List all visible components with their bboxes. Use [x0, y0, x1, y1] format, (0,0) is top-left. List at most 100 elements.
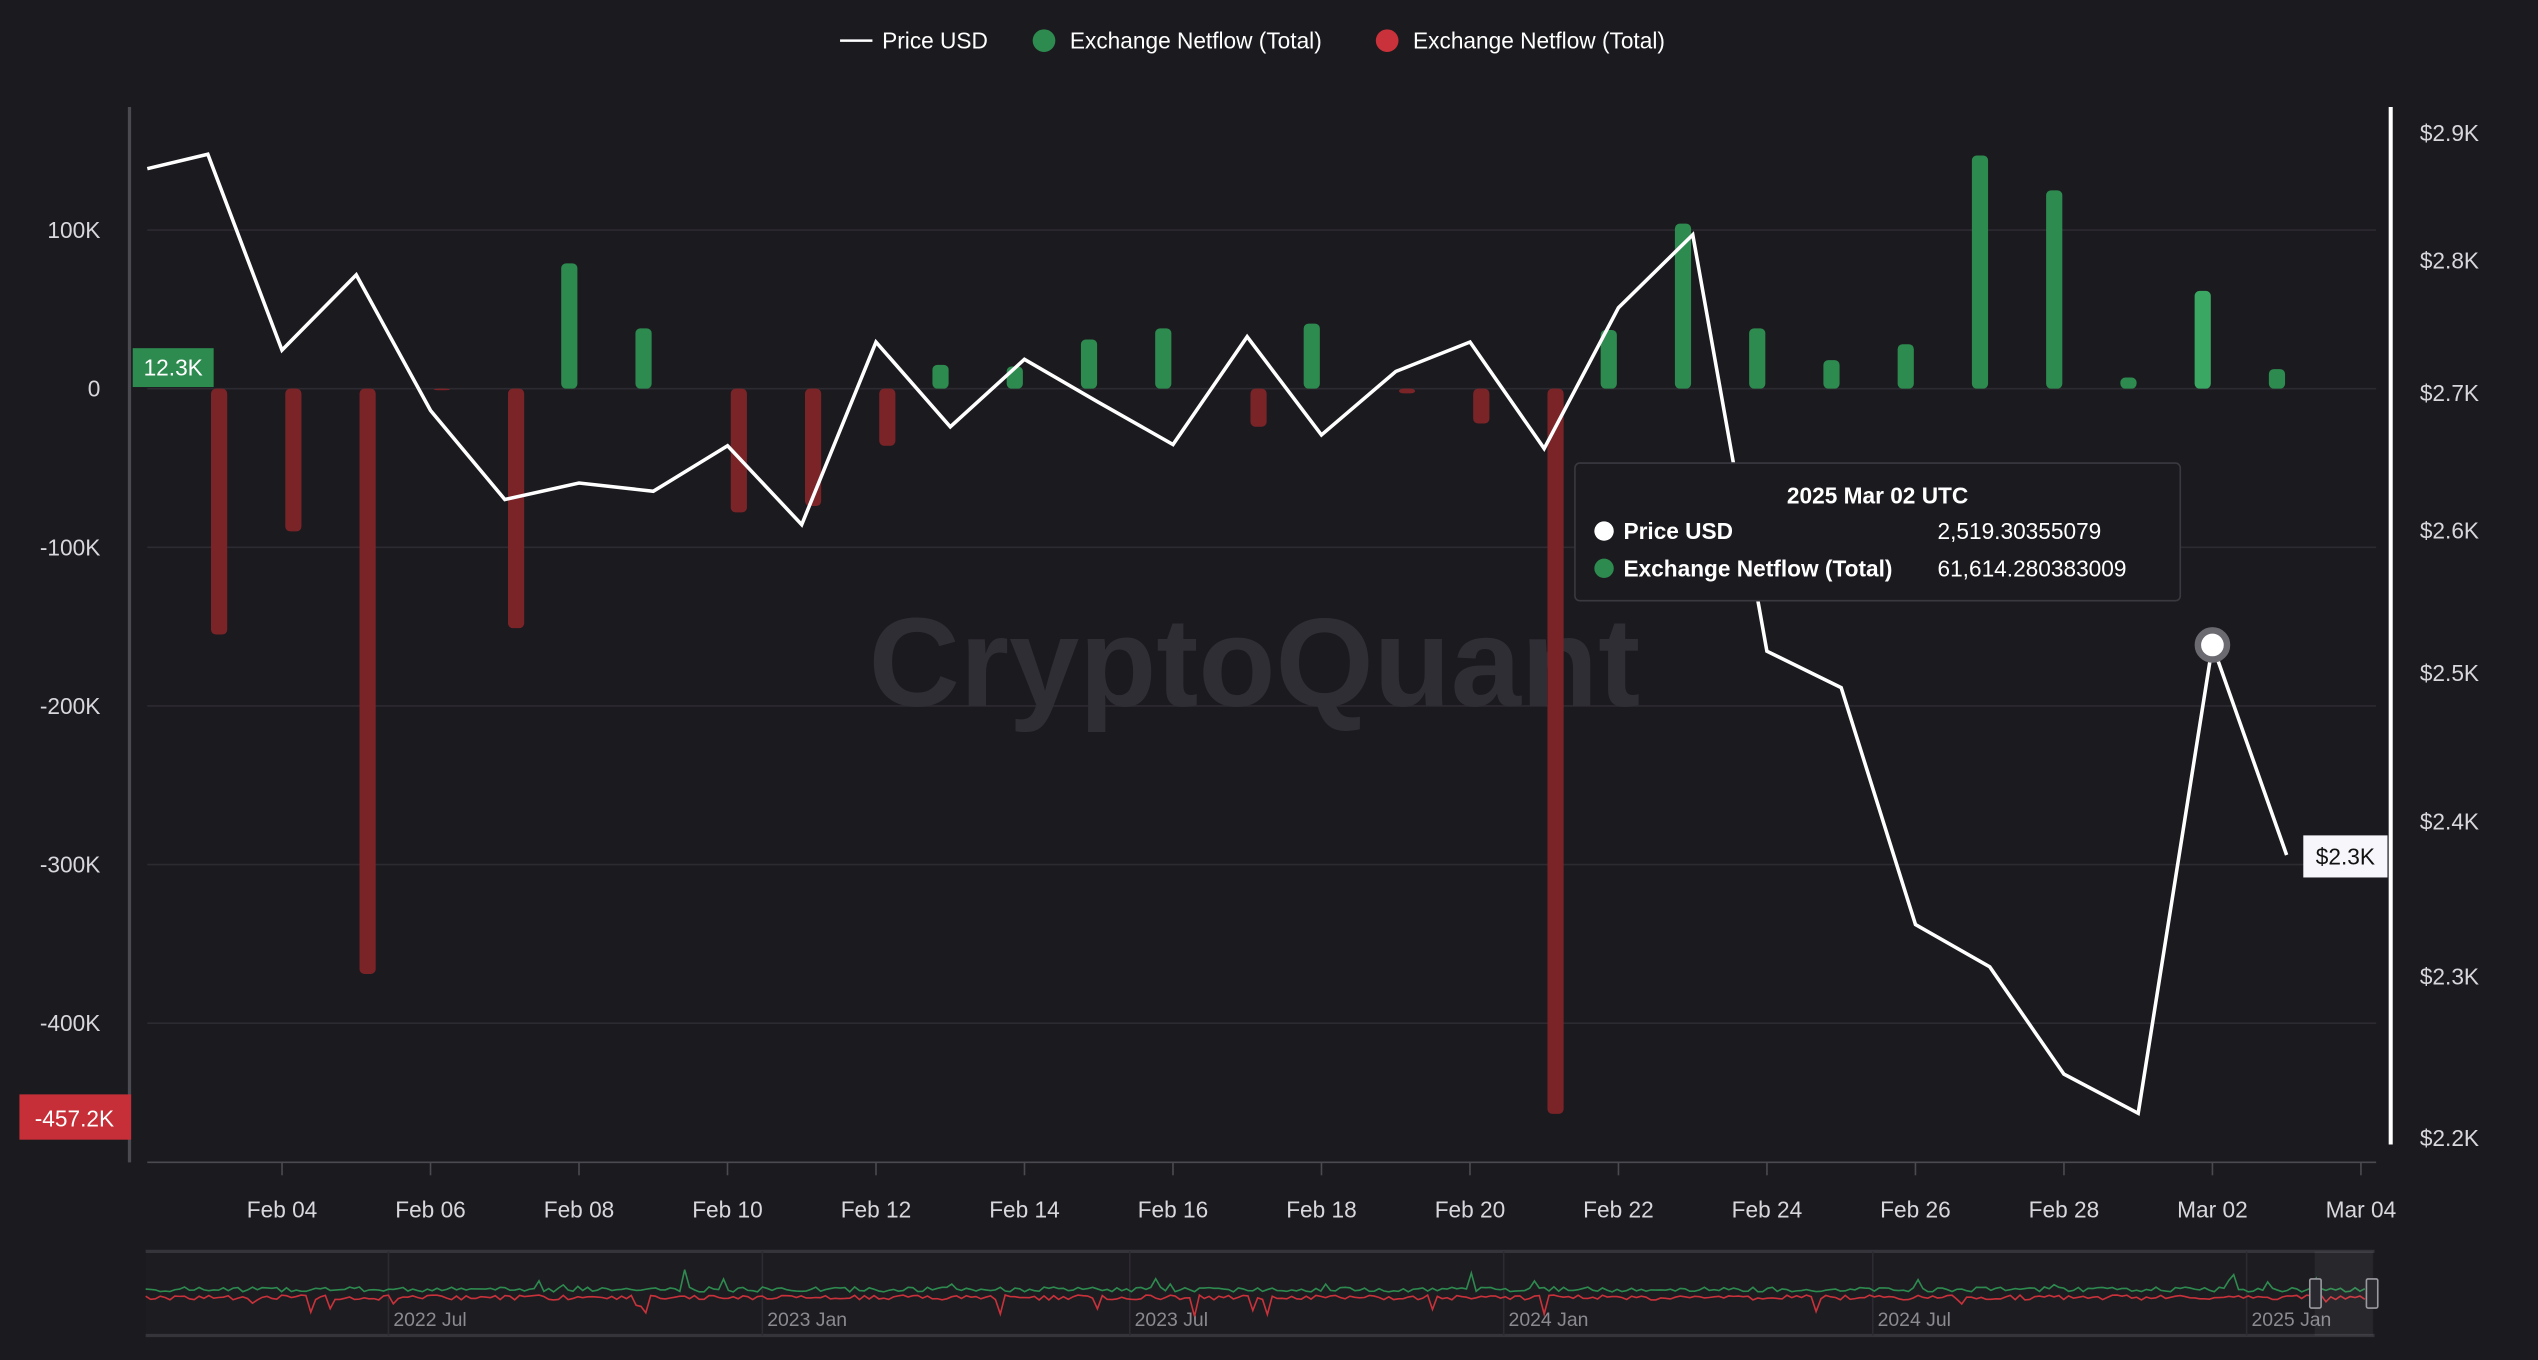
x-tick-label: Feb 04: [247, 1196, 318, 1222]
legend-dot-icon: [1032, 29, 1056, 52]
netflow-bar-positive: [1080, 339, 1098, 389]
netflow-bar-positive: [1971, 155, 1989, 389]
navigator-label: 2024 Jan: [1509, 1309, 1589, 1331]
legend-label: Price USD: [882, 28, 988, 54]
legend-item-price[interactable]: Price USD: [840, 28, 988, 54]
navigator-label: 2023 Jan: [767, 1309, 847, 1331]
tooltip-netflow-dot-icon: [1594, 558, 1614, 579]
legend-item-netflow-positive[interactable]: Exchange Netflow (Total): [1032, 28, 1322, 54]
tooltip-netflow-label: Exchange Netflow (Total): [1623, 555, 1892, 581]
netflow-bar-positive: [1823, 360, 1840, 389]
tooltip-netflow-value: 61,614.280383009: [1937, 555, 2126, 581]
netflow-bar-negative: [730, 388, 747, 513]
netflow-bar-negative: [211, 388, 228, 635]
badge-text: 12.3K: [144, 355, 203, 381]
left-last-value-badge: 12.3K: [132, 348, 214, 388]
right-tick-label: $2.7K: [2420, 380, 2479, 406]
navigator[interactable]: 2022 Jul 2023 Jan 2023 Jul 2024 Jan 2024 Jul…: [145, 1249, 2379, 1338]
legend-dot-icon: [1375, 29, 1399, 52]
netflow-bar-negative: [508, 388, 525, 629]
x-axis-ticks: Feb 04 Feb 06 Feb 08 Feb 10 Feb 12 Feb 14 Feb …: [247, 1162, 2396, 1222]
right-tick-label: $2.5K: [2420, 660, 2479, 686]
navigator-label: 2023 Jul: [1135, 1309, 1208, 1331]
right-tick-label: $2.9K: [2420, 120, 2479, 146]
right-tick-label: $2.4K: [2420, 809, 2479, 835]
legend-label: Exchange Netflow (Total): [1413, 28, 1665, 54]
x-tick-label: Feb 06: [395, 1196, 466, 1222]
left-tick-label: -200K: [40, 693, 100, 719]
left-tick-label: -100K: [40, 534, 100, 560]
x-tick-label: Feb 18: [1286, 1196, 1357, 1222]
badge-text: -457.2K: [35, 1106, 114, 1132]
netflow-bar-negative: [1547, 388, 1564, 1114]
netflow-bar-positive: [2268, 369, 2286, 389]
left-axis-ticks: 100K 0 -100K -200K -300K -400K: [40, 217, 100, 1036]
hover-point: [2194, 627, 2231, 663]
netflow-bar-negative: [359, 388, 376, 974]
x-tick-label: Feb 10: [692, 1196, 763, 1222]
navigator-left-handle[interactable]: [2308, 1278, 2322, 1309]
x-tick-label: Feb 14: [989, 1196, 1060, 1222]
price-line: [146, 152, 2289, 1117]
right-axis-ticks: $2.9K $2.8K $2.7K $2.6K $2.5K $2.4K $2.3K $2.2K: [2420, 120, 2479, 1151]
tooltip: 2025 Mar 02 UTC Price USD 2,519.30355079…: [1574, 462, 2182, 602]
navigator-label: 2025 Jan: [2252, 1309, 2332, 1331]
left-tick-label: 100K: [47, 217, 100, 243]
navigator-selection[interactable]: [2314, 1251, 2373, 1336]
netflow-bar-negative: [433, 388, 450, 391]
tooltip-title: 2025 Mar 02 UTC: [1787, 483, 1968, 509]
netflow-bar-positive: [932, 364, 949, 389]
netflow-bar-positive: [1897, 344, 1914, 389]
x-tick-label: Feb 22: [1583, 1196, 1654, 1222]
navigator-right-handle[interactable]: [2365, 1278, 2379, 1309]
right-tick-label: $2.8K: [2420, 248, 2479, 274]
tooltip-price-dot-icon: [1594, 521, 1614, 541]
x-tick-label: Feb 16: [1138, 1196, 1209, 1222]
x-tick-label: Feb 12: [841, 1196, 912, 1222]
x-tick-label: Feb 20: [1435, 1196, 1506, 1222]
navigator-label: 2024 Jul: [1878, 1309, 1951, 1331]
right-tick-label: $2.3K: [2420, 963, 2479, 989]
navigator-positive-line: [145, 1269, 2366, 1293]
tooltip-price-label: Price USD: [1623, 518, 1733, 544]
tooltip-price-value: 2,519.30355079: [1937, 518, 2101, 544]
right-last-value-badge: $2.3K: [2303, 835, 2388, 878]
netflow-bar-negative: [1473, 388, 1490, 424]
legend-label: Exchange Netflow (Total): [1070, 28, 1322, 54]
netflow-bar-positive: [1155, 328, 1172, 389]
x-tick-label: Feb 26: [1880, 1196, 1951, 1222]
netflow-bar-positive: [1303, 323, 1320, 389]
badge-text: $2.3K: [2316, 844, 2375, 870]
netflow-bar-negative: [1250, 388, 1267, 427]
x-tick-label: Feb 08: [544, 1196, 615, 1222]
left-tick-label: 0: [88, 376, 101, 402]
netflow-bar-positive: [1749, 328, 1766, 389]
netflow-bar-negative: [1398, 388, 1416, 394]
navigator-label: 2022 Jul: [393, 1309, 466, 1331]
netflow-bar-positive: [2046, 190, 2063, 389]
netflow-bar-positive: [2194, 290, 2211, 389]
legend: Price USD Exchange Netflow (Total) Excha…: [840, 28, 1665, 54]
netflow-bar-negative: [285, 388, 302, 532]
x-tick-label: Mar 02: [2177, 1196, 2248, 1222]
netflow-bar-positive: [635, 328, 652, 389]
netflow-bars: [211, 155, 2286, 1114]
netflow-bar-negative: [804, 388, 822, 507]
netflow-bar-positive: [561, 263, 578, 389]
netflow-bar-positive: [2120, 377, 2137, 389]
navigator-negative-line: [145, 1293, 2366, 1318]
netflow-bar-positive: [1600, 329, 1617, 389]
left-tick-label: -400K: [40, 1010, 100, 1036]
x-tick-label: Feb 24: [1732, 1196, 1803, 1222]
legend-item-netflow-negative[interactable]: Exchange Netflow (Total): [1375, 28, 1665, 54]
left-tick-label: -300K: [40, 852, 100, 878]
left-min-value-badge: -457.2K: [19, 1094, 132, 1140]
right-tick-label: $2.2K: [2420, 1125, 2479, 1151]
netflow-bar-negative: [879, 388, 896, 446]
right-tick-label: $2.6K: [2420, 517, 2479, 543]
x-tick-label: Mar 04: [2326, 1196, 2397, 1222]
netflow-bar-positive: [1674, 223, 1692, 389]
watermark: CryptoQuant: [869, 592, 1641, 733]
